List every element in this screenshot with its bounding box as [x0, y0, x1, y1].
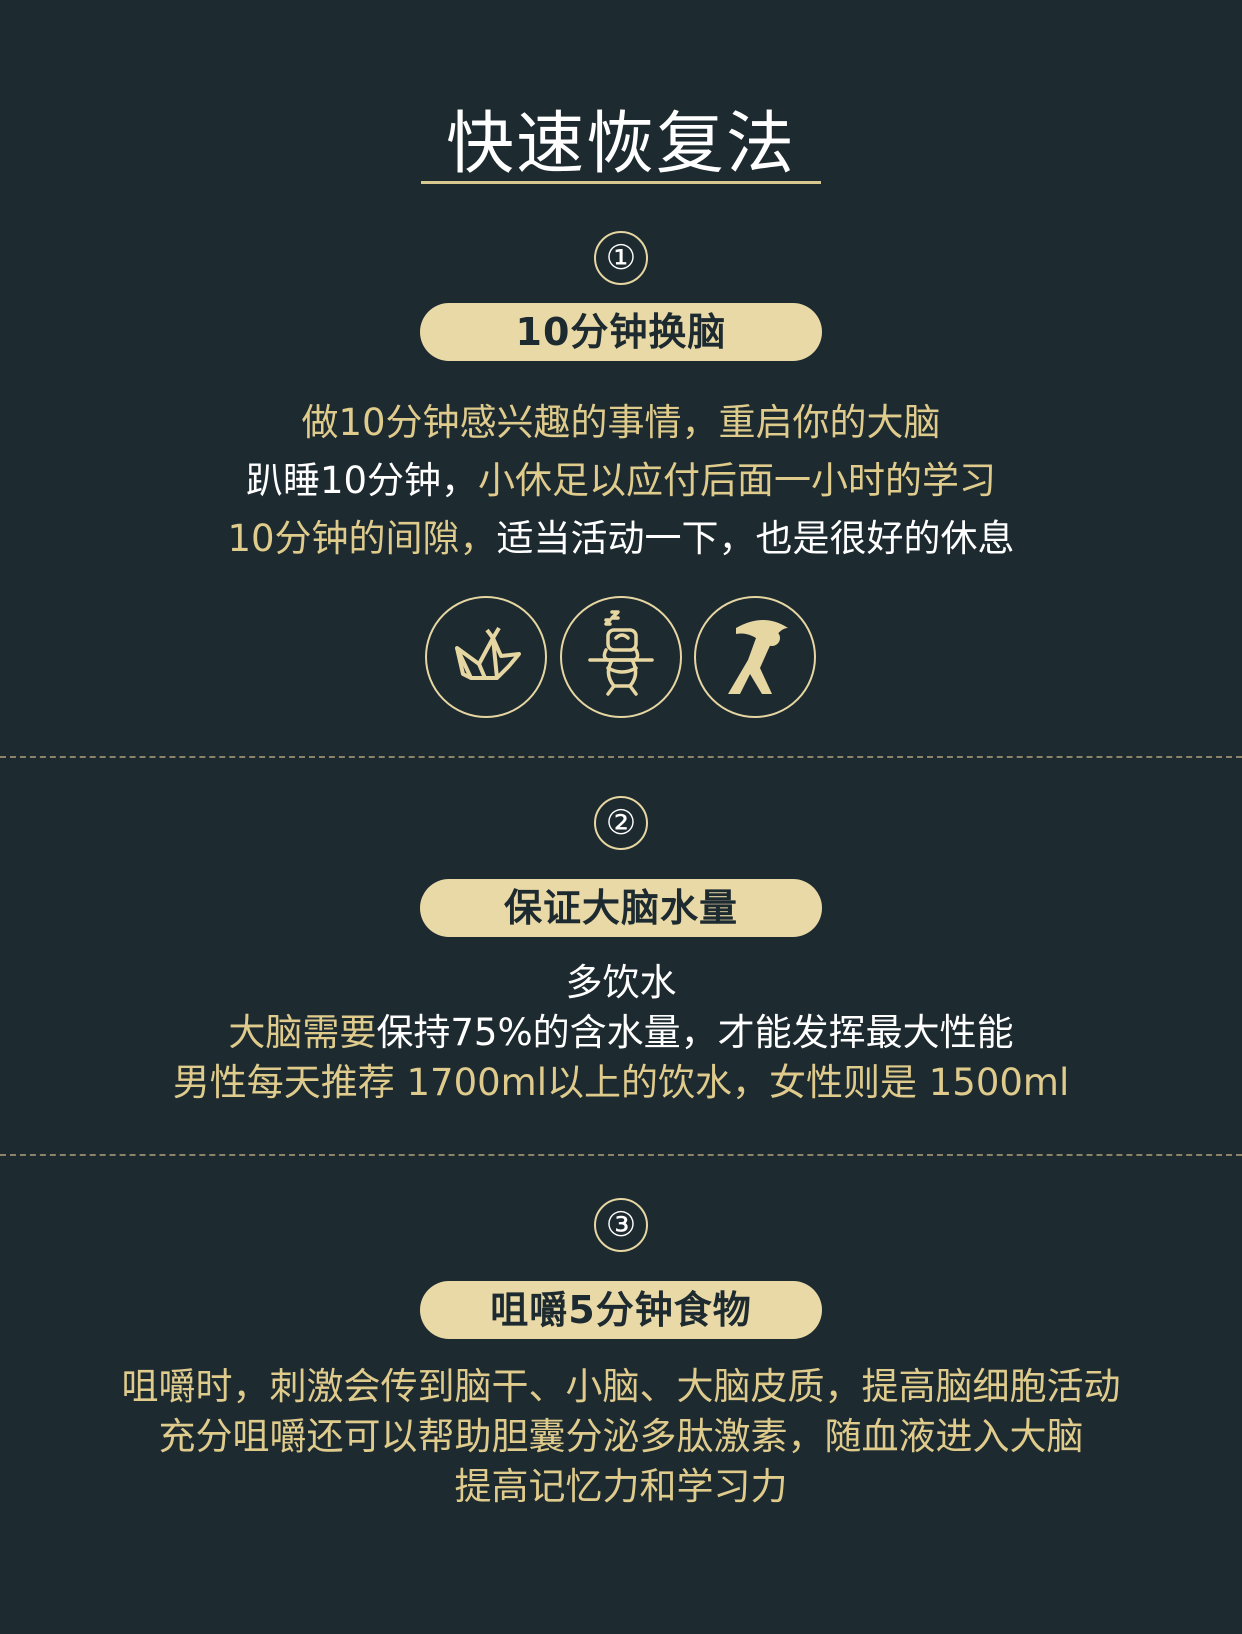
- text-segment: 咀嚼时，刺激会传到脑干、小脑、大脑皮质，提高脑细胞活动: [121, 1365, 1121, 1408]
- section-1-line-3: 10分钟的间隙，适当活动一下，也是很好的休息: [0, 510, 1242, 568]
- section-divider: [0, 756, 1242, 758]
- text-segment: 大脑需要: [228, 1011, 377, 1054]
- section-3-line-3: 提高记忆力和学习力: [0, 1462, 1242, 1512]
- section-2-body: 多饮水 大脑需要保持75%的含水量，才能发挥最大性能 男性每天推荐 1700ml…: [0, 958, 1242, 1108]
- section-2-line-3: 男性每天推荐 1700ml以上的饮水，女性则是 1500ml: [0, 1058, 1242, 1108]
- text-segment: 充分咀嚼还可以帮助胆囊分泌多肽激素，随血液进入大脑: [158, 1415, 1084, 1458]
- section-2-line-2: 大脑需要保持75%的含水量，才能发挥最大性能: [0, 1008, 1242, 1058]
- text-segment: 做10分钟感兴趣的事情，: [301, 401, 719, 444]
- section-1-body: 做10分钟感兴趣的事情，重启你的大脑 趴睡10分钟，小休足以应付后面一小时的学习…: [0, 394, 1242, 568]
- section-3-heading: 咀嚼5分钟食物: [420, 1281, 822, 1339]
- section-2-number: ②: [594, 796, 648, 850]
- page-title: 快速恢复法: [445, 105, 796, 184]
- text-segment: 10分钟的间隙，: [227, 517, 497, 560]
- text-segment: 男性每天推荐 1700ml以上的饮水，女性则是 1500ml: [172, 1061, 1070, 1104]
- stretching-person-icon: [694, 596, 816, 718]
- section-1-line-2: 趴睡10分钟，小休足以应付后面一小时的学习: [0, 452, 1242, 510]
- section-divider: [0, 1154, 1242, 1156]
- sleeping-at-desk-icon: [560, 596, 682, 718]
- section-3-line-2: 充分咀嚼还可以帮助胆囊分泌多肽激素，随血液进入大脑: [0, 1412, 1242, 1462]
- text-segment: 多饮水: [565, 961, 677, 1004]
- section-3-body: 咀嚼时，刺激会传到脑干、小脑、大脑皮质，提高脑细胞活动 充分咀嚼还可以帮助胆囊分…: [0, 1362, 1242, 1512]
- origami-bird-icon: [425, 596, 547, 718]
- text-segment: 适当活动一下，也是很好的休息: [496, 517, 1015, 560]
- page-title-wrap: 快速恢复法: [0, 88, 1242, 187]
- section-2-heading: 保证大脑水量: [420, 879, 822, 937]
- section-1-line-1: 做10分钟感兴趣的事情，重启你的大脑: [0, 394, 1242, 452]
- section-1-number: ①: [594, 231, 648, 285]
- title-underline: [421, 181, 821, 184]
- section-1-heading: 10分钟换脑: [420, 303, 822, 361]
- section-3-line-1: 咀嚼时，刺激会传到脑干、小脑、大脑皮质，提高脑细胞活动: [0, 1362, 1242, 1412]
- text-segment: 小休足以应付后面一小时的学习: [478, 459, 997, 502]
- section-2-line-1: 多饮水: [0, 958, 1242, 1008]
- section-3-number: ③: [594, 1198, 648, 1252]
- text-segment: 重启你的大脑: [718, 401, 941, 444]
- text-segment: 提高记忆力和学习力: [454, 1465, 788, 1508]
- text-segment: 趴睡10分钟，: [245, 459, 479, 502]
- text-segment: 保持75%的含水量，才能发挥最大性能: [376, 1011, 1014, 1054]
